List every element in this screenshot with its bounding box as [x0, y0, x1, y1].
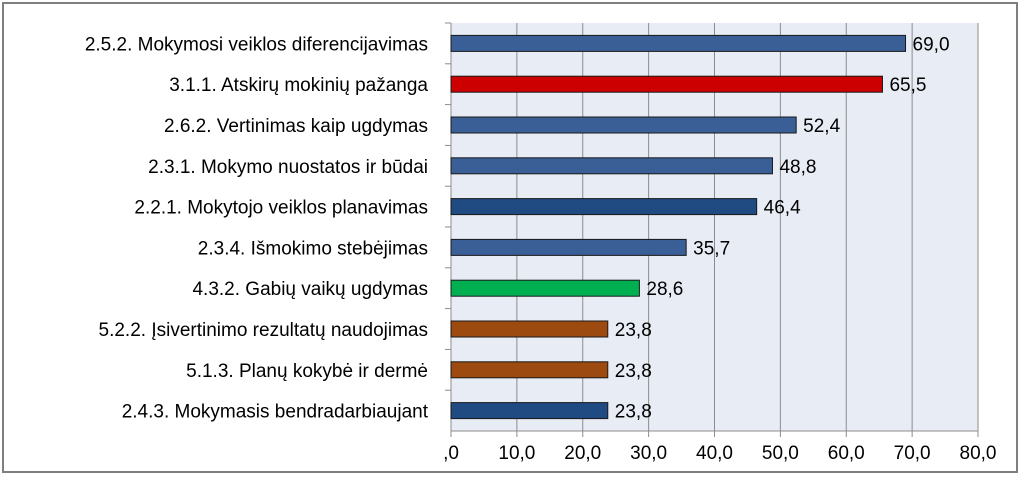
category-label: 3.1.1. Atskirų mokinių pažanga — [169, 75, 428, 96]
chart-frame: ,0 10,0 20,0 30,0 40,0 50,0 60,0 70,0 80,0 2.5.2.… — [2, 2, 1018, 473]
value-label: 35,7 — [693, 238, 730, 259]
x-tick-label: 30,0 — [630, 443, 667, 464]
value-label: 23,8 — [615, 402, 652, 423]
bar — [450, 157, 773, 175]
category-label: 2.4.3. Mokymasis bendradarbiaujant — [122, 402, 429, 423]
category-label: 2.2.1. Mokytojo veiklos planavimas — [134, 198, 428, 219]
value-label: 23,8 — [615, 361, 652, 382]
bar — [450, 402, 609, 420]
bar — [450, 320, 609, 338]
value-label: 28,6 — [646, 279, 683, 300]
x-tick-label: ,0 — [443, 443, 459, 464]
bar — [450, 238, 687, 256]
category-label: 2.6.2. Vertinimas kaip ugdymas — [164, 116, 428, 137]
category-label: 2.3.1. Mokymo nuostatos ir būdai — [148, 157, 428, 178]
x-tick-label: 80,0 — [960, 443, 997, 464]
x-tick-label: 70,0 — [894, 443, 931, 464]
x-tick-label: 10,0 — [498, 443, 535, 464]
bar — [450, 361, 609, 379]
value-label: 46,4 — [764, 198, 801, 219]
value-label: 23,8 — [615, 320, 652, 341]
x-tick-label: 60,0 — [828, 443, 865, 464]
category-label: 5.2.2. Įsivertinimo rezultatų naudojimas — [99, 320, 429, 341]
bar — [450, 34, 907, 52]
x-tick-label: 40,0 — [696, 443, 733, 464]
bar — [450, 75, 883, 93]
bar — [450, 198, 758, 216]
value-label: 69,0 — [913, 34, 950, 55]
category-label: 2.5.2. Mokymosi veiklos diferencijavimas — [85, 34, 428, 55]
value-label: 48,8 — [779, 157, 816, 178]
bar-chart: ,0 10,0 20,0 30,0 40,0 50,0 60,0 70,0 80,0 2.5.2.… — [85, 22, 997, 464]
category-label: 5.1.3. Planų kokybė ir dermė — [186, 361, 428, 382]
value-label: 65,5 — [889, 75, 926, 96]
x-tick-label: 20,0 — [564, 443, 601, 464]
category-label: 4.3.2. Gabių vaikų ugdymas — [192, 279, 428, 300]
bar — [450, 116, 797, 134]
value-label: 52,4 — [803, 116, 840, 137]
bar — [450, 279, 640, 297]
category-label: 2.3.4. Išmokimo stebėjimas — [198, 238, 428, 259]
x-tick-label: 50,0 — [762, 443, 799, 464]
